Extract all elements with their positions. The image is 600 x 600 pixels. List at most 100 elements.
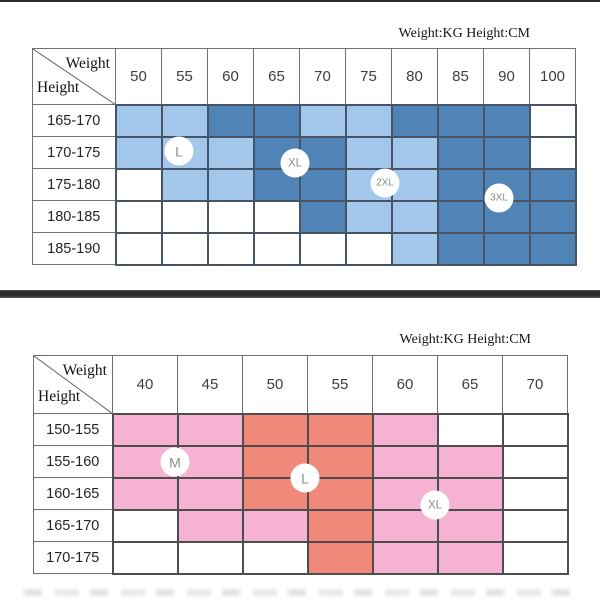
height-row-header: 165-170: [33, 509, 113, 542]
height-row-header: 170-175: [32, 136, 116, 169]
size-cell-pink: [436, 540, 504, 575]
size-cell-pink: [176, 508, 244, 543]
size-cell-dark: [252, 167, 301, 202]
size-cell-pink: [111, 476, 179, 511]
size-cell-red: [241, 412, 309, 447]
size-cell-dark: [298, 199, 347, 234]
size-cell-none: [501, 444, 569, 479]
table-row: 170-175: [33, 540, 569, 575]
size-cell-dark: [436, 103, 485, 138]
weight-column-header: 70: [299, 48, 346, 105]
size-cell-none: [114, 199, 163, 234]
size-badge-xl: XL: [280, 148, 310, 178]
size-cell-dark: [390, 103, 439, 138]
weight-column-header: 55: [307, 355, 373, 414]
size-badge-xl: XL: [420, 490, 450, 520]
diagonal-line: [33, 49, 116, 105]
size-cell-red: [306, 508, 374, 543]
size-cell-dark: [436, 231, 485, 266]
size-cell-light: [390, 135, 439, 170]
units-caption-top: Weight:KG Height:CM: [398, 26, 530, 41]
size-cell-none: [114, 167, 163, 202]
size-cell-pink: [371, 444, 439, 479]
size-cell-dark: [482, 135, 531, 170]
size-badge-m: M: [160, 447, 190, 477]
size-cell-pink: [176, 412, 244, 447]
size-cell-dark: [436, 135, 485, 170]
size-cell-dark: [252, 103, 301, 138]
size-table: Weight Height 50 55 60 65 70 75 80 85 90 100 165-170…: [32, 48, 577, 266]
size-cell-pink: [436, 476, 504, 511]
height-row-header: 175-180: [32, 168, 116, 201]
height-row-header: 180-185: [32, 200, 116, 233]
top-divider-rule: [0, 0, 600, 2]
size-cell-red: [306, 540, 374, 575]
size-cell-none: [111, 508, 179, 543]
weight-column-header: 65: [437, 355, 503, 414]
size-cell-pink: [241, 508, 309, 543]
size-cell-pink: [176, 476, 244, 511]
table-row: 185-190: [32, 231, 577, 266]
size-cell-light: [160, 167, 209, 202]
size-cell-dark: [482, 231, 531, 266]
size-cell-light: [206, 135, 255, 170]
table-row: 175-180: [32, 167, 577, 202]
size-cell-none: [501, 476, 569, 511]
size-cell-dark: [528, 199, 577, 234]
size-cell-dark: [482, 103, 531, 138]
size-cell-dark: [528, 231, 577, 266]
size-cell-dark: [436, 167, 485, 202]
size-cell-none: [206, 231, 255, 266]
size-cell-light: [390, 199, 439, 234]
size-badge-3xl: 3XL: [484, 183, 514, 213]
weight-column-header: 90: [483, 48, 530, 105]
size-cell-none: [252, 199, 301, 234]
corner-height-label: Height: [37, 79, 80, 96]
height-row-header: 160-165: [33, 477, 113, 510]
size-cell-dark: [298, 167, 347, 202]
size-cell-none: [252, 231, 301, 266]
weight-column-header: 60: [207, 48, 254, 105]
size-cell-dark: [528, 167, 577, 202]
size-cell-none: [436, 412, 504, 447]
size-cell-dark: [206, 103, 255, 138]
height-row-header: 155-160: [33, 445, 113, 478]
weight-column-header: 45: [177, 355, 243, 414]
size-cell-none: [528, 103, 577, 138]
size-cell-dark: [436, 199, 485, 234]
weight-column-header: 65: [253, 48, 300, 105]
corner-header-cell: Weight Height: [33, 355, 113, 414]
height-row-header: 170-175: [33, 541, 113, 574]
size-cell-pink: [436, 444, 504, 479]
size-cell-light: [390, 231, 439, 266]
size-badge-l: L: [290, 463, 320, 493]
height-row-header: 150-155: [33, 413, 113, 446]
section-divider-bar: [0, 290, 600, 298]
corner-weight-label: Weight: [65, 55, 110, 72]
size-cell-none: [241, 540, 309, 575]
size-badge-l: L: [164, 136, 194, 166]
height-row-header: 185-190: [32, 232, 116, 265]
weight-column-header: 100: [529, 48, 576, 105]
table-row: 165-170: [32, 103, 577, 138]
size-cell-none: [501, 508, 569, 543]
weight-column-header: 70: [502, 355, 568, 414]
height-row-header: 165-170: [32, 104, 116, 137]
size-cell-light: [114, 135, 163, 170]
size-cell-light: [344, 199, 393, 234]
table-row: 180-185: [32, 199, 577, 234]
size-cell-light: [206, 167, 255, 202]
size-cell-light: [344, 135, 393, 170]
corner-weight-label: Weight: [62, 362, 107, 379]
corner-height-label: Height: [38, 388, 81, 405]
table-row: 150-155: [33, 412, 569, 447]
size-cell-light: [160, 103, 209, 138]
size-cell-pink: [176, 444, 244, 479]
size-badge-2xl: 2XL: [370, 168, 400, 198]
size-cell-none: [501, 412, 569, 447]
units-caption-bottom: Weight:KG Height:CM: [399, 332, 531, 347]
size-cell-none: [501, 540, 569, 575]
size-cell-none: [528, 135, 577, 170]
diagonal-line: [34, 356, 113, 414]
